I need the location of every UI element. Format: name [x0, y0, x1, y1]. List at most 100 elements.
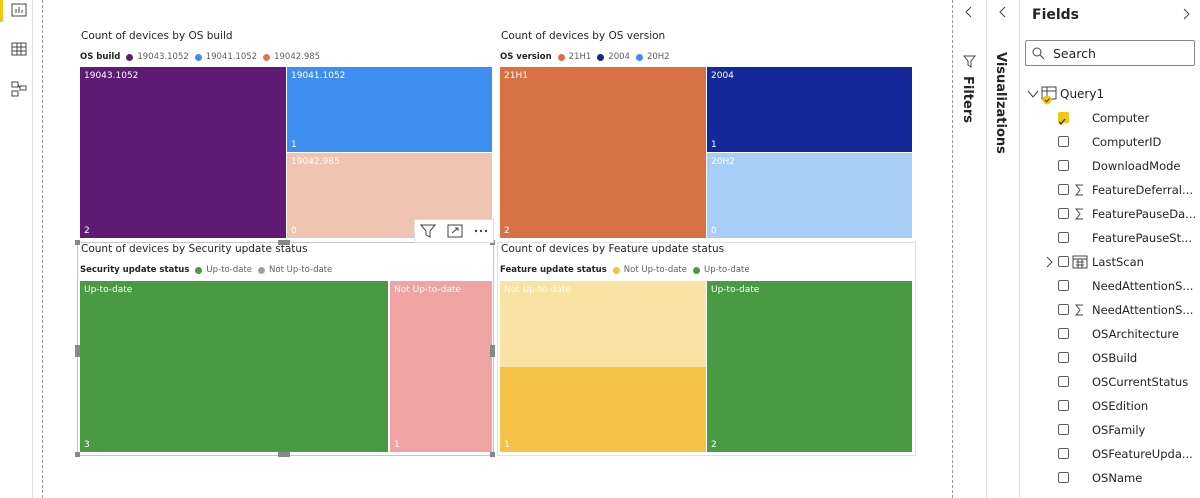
visual-toolbar	[414, 219, 494, 243]
resize-handle[interactable]	[75, 452, 80, 457]
legend-title: OS version	[500, 52, 552, 62]
checkbox[interactable]	[1058, 472, 1069, 483]
field-item[interactable]: DownloadMode	[1040, 155, 1195, 177]
field-name: ComputerID	[1092, 135, 1162, 149]
checkbox[interactable]	[1058, 280, 1069, 291]
tile-value: 2	[504, 226, 510, 236]
checkbox[interactable]	[1058, 160, 1069, 171]
checkbox[interactable]	[1058, 424, 1069, 435]
field-item[interactable]: FeatureDeferral...	[1040, 179, 1195, 201]
collapse-chevron[interactable]	[1182, 8, 1192, 20]
checkbox[interactable]	[1058, 136, 1069, 147]
field-item[interactable]: OSBuild	[1040, 347, 1195, 369]
legend-entry[interactable]: 20H2	[646, 52, 670, 62]
legend: Security update status Up-to-date Not Up-t…	[80, 265, 334, 275]
field-item[interactable]: OSName	[1040, 467, 1195, 489]
legend-dot	[557, 53, 565, 61]
filter-icon[interactable]	[420, 224, 436, 238]
search-placeholder: Search	[1053, 46, 1096, 61]
legend-entry[interactable]: Up-to-date	[703, 265, 750, 275]
fields-pane: Fields Search Query1	[1020, 0, 1200, 498]
treemap-tile[interactable]: Up-to-date 3	[80, 281, 388, 452]
checkbox[interactable]	[1058, 112, 1069, 125]
field-item[interactable]: OSCurrentStatus	[1040, 371, 1195, 393]
field-item[interactable]: FeaturePauseDa...	[1040, 203, 1197, 225]
filter-icon	[963, 55, 976, 68]
field-item[interactable]: OSFamily	[1040, 419, 1195, 441]
nav-bar	[0, 0, 33, 498]
field-item[interactable]: Computer	[1040, 107, 1195, 129]
field-item[interactable]: FeaturePauseSt...	[1040, 227, 1195, 249]
checkbox[interactable]	[1058, 256, 1069, 267]
legend-dot	[597, 53, 605, 61]
resize-handle[interactable]	[75, 345, 80, 357]
checkbox[interactable]	[1058, 352, 1069, 363]
treemap-tile[interactable]: Not Up-to-date 1	[500, 281, 706, 452]
checkbox[interactable]	[1058, 232, 1069, 243]
legend-entry[interactable]: 19042.985	[274, 52, 321, 62]
field-item[interactable]: OSArchitecture	[1040, 323, 1195, 345]
checkbox[interactable]	[1058, 208, 1069, 219]
legend-entry[interactable]: 19043.1052	[137, 52, 189, 62]
legend-entry[interactable]: 19041.1052	[205, 52, 258, 62]
sigma-icon	[1074, 304, 1083, 316]
legend-entry[interactable]: Up-to-date	[206, 265, 253, 275]
legend-entry[interactable]: 21H1	[568, 52, 592, 62]
legend-dot	[263, 53, 271, 61]
treemap-tile[interactable]: 21H1 2	[500, 67, 706, 238]
treemap-tile[interactable]: 19043.1052 2	[80, 67, 286, 238]
legend-entry[interactable]: Not Up-to-date	[623, 265, 687, 275]
tile-label: 20H2	[711, 157, 735, 167]
tile-value: 3	[84, 440, 90, 450]
field-name: FeaturePauseDa...	[1092, 207, 1197, 221]
sigma-icon	[1074, 208, 1083, 220]
visual-title: Count of devices by OS version	[501, 30, 666, 42]
tile-label: Up-to-date	[84, 285, 133, 295]
data-icon[interactable]	[11, 42, 27, 56]
resize-handle[interactable]	[278, 240, 290, 245]
treemap-tile[interactable]: 2004 1	[707, 67, 912, 152]
collapse-arrow[interactable]	[1027, 89, 1039, 99]
field-item[interactable]: OSEdition	[1040, 395, 1195, 417]
resize-handle[interactable]	[490, 452, 495, 457]
field-item[interactable]: OSFeatureUpda...	[1040, 443, 1195, 465]
checkbox[interactable]	[1058, 448, 1069, 459]
checkbox[interactable]	[1058, 304, 1069, 315]
visualizations-label[interactable]: Visualizations	[993, 52, 1008, 154]
field-item[interactable]: ComputerID	[1040, 131, 1195, 153]
filters-label[interactable]: Filters	[960, 76, 975, 123]
search-box[interactable]: Search	[1025, 40, 1195, 66]
check-mark	[1058, 118, 1066, 125]
treemap-tile[interactable]: 19041.1052 1	[287, 67, 492, 152]
expand-chevron[interactable]	[998, 6, 1008, 18]
model-icon[interactable]	[11, 81, 27, 97]
checkbox[interactable]	[1058, 400, 1069, 411]
treemap-tile[interactable]: 20H2 0	[707, 153, 912, 238]
checkbox[interactable]	[1058, 328, 1069, 339]
table-name[interactable]: Query1	[1060, 87, 1105, 101]
treemap-tile[interactable]: Not Up-to-date 1	[390, 281, 492, 452]
legend-entry[interactable]: Not Up-to-date	[269, 265, 333, 275]
expand-arrow	[1046, 256, 1053, 268]
tile-label: 19041.1052	[291, 71, 346, 81]
tile-value: 2	[711, 440, 717, 450]
report-icon[interactable]	[11, 3, 27, 17]
expand-chevron[interactable]	[964, 6, 974, 18]
legend: OS version 21H1 2004 20H2	[500, 52, 672, 62]
tile-value: 0	[291, 226, 297, 236]
checkbox[interactable]	[1058, 376, 1069, 387]
focus-icon[interactable]	[447, 224, 463, 238]
resize-handle[interactable]	[490, 345, 495, 357]
more-icon[interactable]	[473, 229, 489, 233]
resize-handle[interactable]	[75, 240, 80, 245]
checkbox[interactable]	[1058, 184, 1069, 195]
resize-handle[interactable]	[278, 452, 290, 457]
treemap-tile[interactable]: Up-to-date 2	[707, 281, 912, 452]
field-name: NeedAttentionS...	[1092, 303, 1194, 317]
field-item[interactable]: LastScan	[1040, 251, 1195, 273]
legend-entry[interactable]: 2004	[608, 52, 630, 62]
field-item[interactable]: NeedAttentionS...	[1040, 299, 1195, 321]
field-item[interactable]: NeedAttentionS...	[1040, 275, 1195, 297]
highlight	[500, 366, 706, 452]
